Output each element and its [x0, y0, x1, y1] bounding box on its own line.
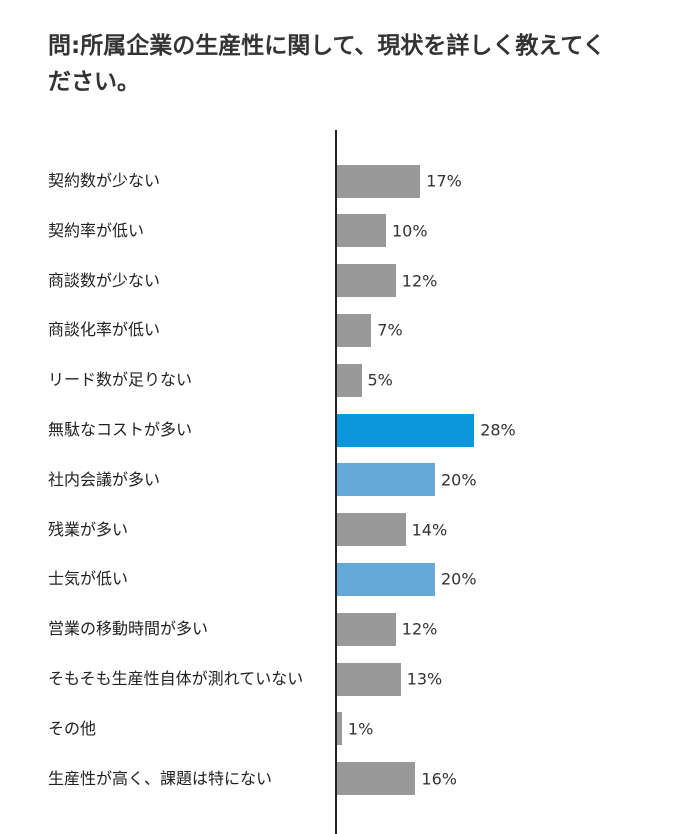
value-label: 14%	[411, 520, 448, 540]
bar	[337, 214, 386, 248]
bar	[337, 164, 421, 198]
bar	[337, 413, 475, 447]
value-label: 17%	[426, 171, 462, 191]
value-label: 20%	[441, 470, 477, 490]
bar	[337, 612, 396, 646]
value-label: 7%	[377, 320, 403, 340]
category-label: 残業が多い	[48, 519, 129, 539]
chart-title: 問:所属企業の生産性に関して、現状を詳しく教えてください。	[48, 33, 606, 95]
bar	[337, 363, 362, 397]
category-label: 無駄なコストが多い	[48, 420, 193, 439]
bar	[337, 463, 435, 497]
category-label: 契約率が低い	[48, 220, 145, 240]
value-label: 13%	[406, 669, 443, 689]
value-label: 1%	[347, 719, 374, 739]
bar	[337, 662, 401, 696]
bar	[337, 264, 396, 298]
value-label: 5%	[367, 370, 393, 390]
value-label: 10%	[392, 221, 428, 241]
category-label: そもそも生産性自体が測れていない	[48, 669, 304, 688]
category-label: 商談化率が低い	[48, 320, 161, 340]
category-label: 生産性が高く、課題は特にない	[48, 768, 273, 788]
value-label: 16%	[421, 769, 457, 789]
category-label: 士気が低い	[48, 569, 129, 589]
bar	[337, 712, 342, 746]
bar	[337, 513, 406, 547]
category-label: 営業の移動時間が多い	[48, 619, 209, 639]
category-label: 商談数が少ない	[48, 270, 161, 290]
value-label: 12%	[401, 271, 438, 291]
category-label: 契約数が少ない	[48, 171, 161, 190]
value-label: 20%	[441, 569, 477, 589]
bar	[337, 562, 435, 596]
bar	[337, 762, 416, 796]
axis-line	[335, 130, 337, 834]
value-label: 12%	[401, 619, 438, 639]
category-label: その他	[48, 718, 97, 738]
bar	[337, 313, 372, 347]
category-label: リード数が足りない	[48, 370, 193, 390]
value-label: 28%	[480, 420, 516, 440]
category-label: 社内会議が多い	[48, 469, 161, 489]
